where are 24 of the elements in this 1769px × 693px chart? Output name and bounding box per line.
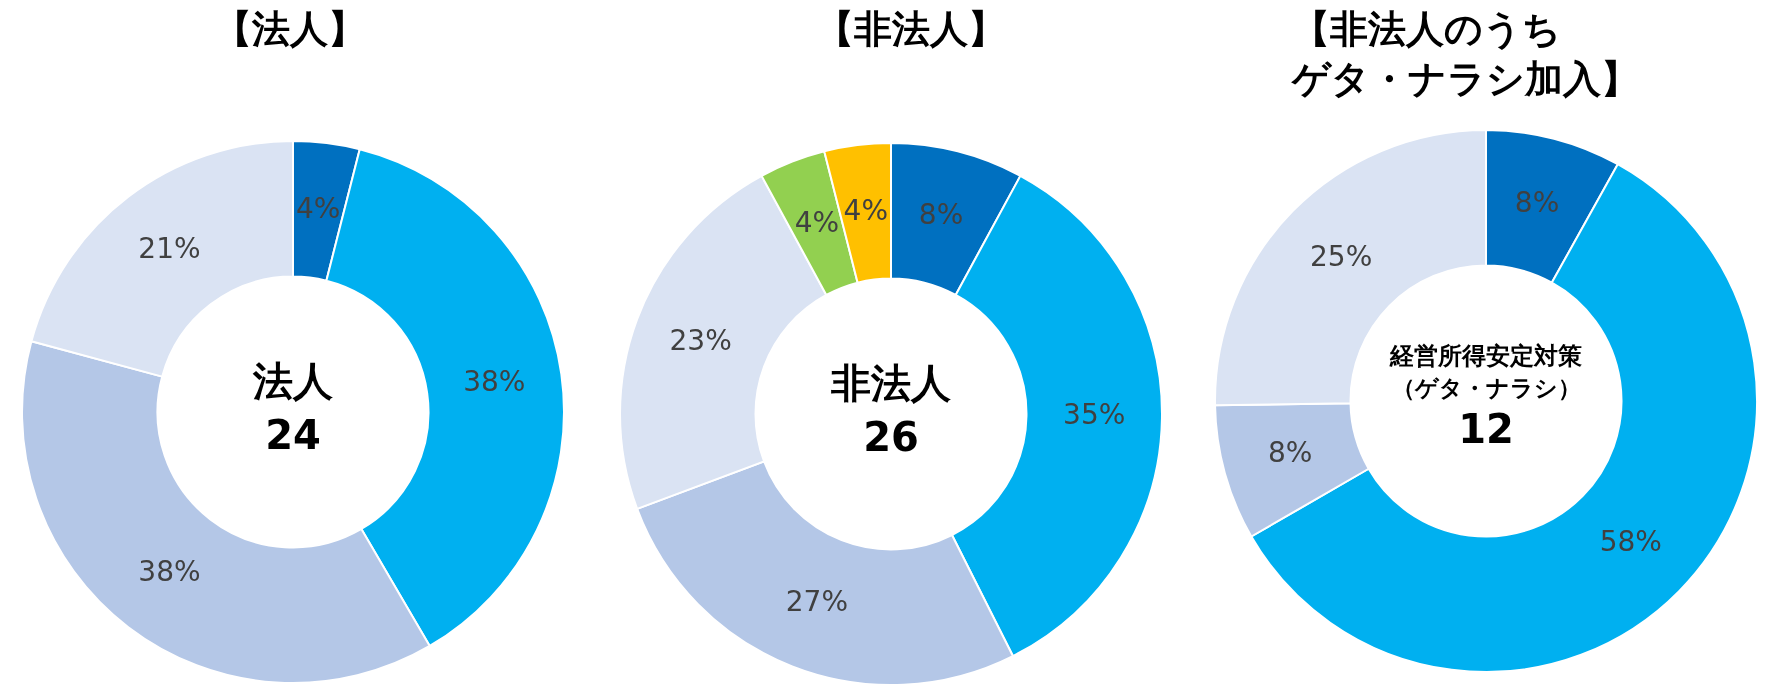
- text: 26: [863, 414, 919, 461]
- text: 12: [1458, 406, 1514, 453]
- data-label: 8%: [918, 198, 964, 232]
- text: （ゲタ・ナラシ）: [1391, 374, 1581, 403]
- data-label: 4%: [794, 206, 840, 240]
- data-label: 25%: [1310, 239, 1373, 273]
- data-label: 38%: [463, 364, 526, 398]
- data-label: 4%: [843, 193, 888, 227]
- data-label: 8%: [1267, 436, 1313, 470]
- data-label: 4%: [296, 191, 341, 225]
- data-label: 35%: [1063, 398, 1126, 432]
- chart-title: 【法人】: [214, 7, 366, 51]
- data-label: 27%: [785, 584, 848, 618]
- chart-title: 【非法人】: [816, 7, 1006, 51]
- text: 24: [265, 412, 321, 459]
- data-label: 58%: [1599, 524, 1662, 558]
- text: 経営所得安定対策: [1389, 342, 1582, 371]
- text: 非法人: [830, 360, 952, 407]
- data-label: 21%: [138, 231, 201, 265]
- data-label: 23%: [669, 324, 732, 358]
- text: 法人: [252, 358, 334, 405]
- data-label: 38%: [138, 554, 201, 588]
- chart-title: 【非法人のうちゲタ・ナラシ加入】: [1292, 7, 1639, 101]
- data-label: 8%: [1514, 185, 1560, 219]
